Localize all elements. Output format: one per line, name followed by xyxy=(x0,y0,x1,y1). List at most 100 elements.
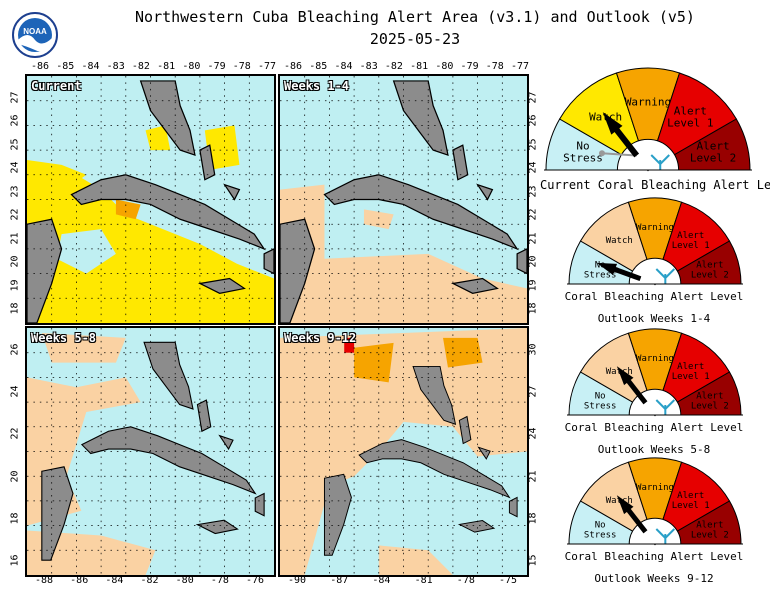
land-jamaica xyxy=(197,277,246,295)
gauge-label-alert1: Alert xyxy=(674,105,707,118)
panel-label: Current xyxy=(31,79,82,93)
land-bahamas xyxy=(196,399,234,451)
axis-tick-label: 15 xyxy=(527,554,539,567)
gauge-label-no_stress: No xyxy=(595,520,606,530)
land-jamaica xyxy=(195,519,239,535)
axis-tick-label: -77 xyxy=(511,61,530,72)
axis-tick-label: -82 xyxy=(131,61,150,72)
land-group xyxy=(27,80,274,323)
map-title: Northwestern Cuba Bleaching Alert Area (… xyxy=(135,8,695,26)
gauge-needle-head xyxy=(616,495,634,515)
gauge-label-alert2: Alert xyxy=(696,520,723,530)
alert-gauge-4: NoStressWatchWarningAlertLevel 1AlertLev… xyxy=(567,457,743,546)
gauge-label-alert2: Level 2 xyxy=(690,152,736,165)
gauge-label-alert2: Alert xyxy=(696,260,723,270)
axis-tick-label: -84 xyxy=(334,61,353,72)
coral-icon xyxy=(650,154,670,170)
axis-tick-label: -81 xyxy=(414,575,433,586)
map-panel-4: Weeks 9-12 xyxy=(278,326,529,577)
map-canvas xyxy=(27,76,274,323)
axis-tick-label: 19 xyxy=(9,279,21,292)
gauge-label-no_stress: Stress xyxy=(584,401,617,411)
axis-tick-label: 20 xyxy=(9,255,21,268)
axis-tick-label: -81 xyxy=(410,61,429,72)
axis-tick-label: 18 xyxy=(9,302,21,315)
land-yucatan xyxy=(323,473,352,556)
gauge-label-alert2: Alert xyxy=(696,140,729,153)
axis-tick-label: -86 xyxy=(31,61,50,72)
axis-tick-label: 26 xyxy=(9,114,21,127)
gauge-label-alert1: Level 1 xyxy=(667,117,713,130)
svg-text:NOAA: NOAA xyxy=(23,27,47,36)
axis-tick-label: 23 xyxy=(527,185,539,198)
land-florida xyxy=(143,341,194,410)
gauge-caption: Coral Bleaching Alert Level xyxy=(564,421,744,434)
axis-tick-label: 24 xyxy=(527,161,539,174)
land-group xyxy=(280,80,527,323)
gauge-label-no_stress: Stress xyxy=(563,152,603,165)
axis-tick-label: 24 xyxy=(527,427,539,440)
gauge-subcaption: Outlook Weeks 5-8 xyxy=(597,443,711,456)
watch-area xyxy=(204,125,240,170)
gauge-needle-head xyxy=(596,262,618,276)
axis-tick-label: -78 xyxy=(210,575,229,586)
land-yucatan xyxy=(41,466,74,561)
axis-tick-label: 21 xyxy=(527,470,539,483)
watch-outlook-area xyxy=(41,332,126,363)
gauge-label-warning: Warning xyxy=(636,483,674,493)
land-florida xyxy=(392,80,449,156)
gauge-segment-alert1 xyxy=(654,332,731,417)
panel-label: Weeks 9-12 xyxy=(284,331,357,345)
map-canvas xyxy=(280,328,527,575)
map-panel-3: Weeks 5-8 xyxy=(25,326,276,577)
land-group xyxy=(41,341,265,561)
axis-tick-label: -78 xyxy=(456,575,475,586)
gauge-label-alert1: Alert xyxy=(677,362,704,372)
axis-tick-label: -80 xyxy=(182,61,201,72)
axis-tick-label: -78 xyxy=(485,61,504,72)
axis-tick-label: -84 xyxy=(105,575,124,586)
gauge-segment-watch xyxy=(579,201,656,286)
gauge-label-alert1: Level 1 xyxy=(672,501,710,511)
axis-tick-label: 19 xyxy=(527,279,539,292)
gauge-label-alert2: Alert xyxy=(696,391,723,401)
map-canvas xyxy=(280,76,527,323)
gauge-caption: Current Coral Bleaching Alert Level xyxy=(540,178,770,192)
land-jamaica xyxy=(457,520,496,533)
axis-tick-label: 22 xyxy=(9,427,21,440)
watch-outlook-area xyxy=(363,209,394,230)
watch-outlook-area xyxy=(280,328,527,575)
warning-area xyxy=(443,337,483,368)
map-canvas xyxy=(27,328,274,575)
gauge-label-no_stress: Stress xyxy=(584,530,617,540)
gauge-segment-alert1 xyxy=(654,201,731,286)
land-cuba xyxy=(358,439,511,499)
alert-gauge-2: NoStressWatchWarningAlertLevel 1AlertLev… xyxy=(567,197,743,286)
axis-tick-label: -83 xyxy=(106,61,125,72)
axis-tick-label: -88 xyxy=(35,575,54,586)
axis-tick-label: -80 xyxy=(175,575,194,586)
axis-tick-label: 27 xyxy=(527,385,539,398)
coral-icon xyxy=(655,268,676,284)
axis-tick-label: 21 xyxy=(9,232,21,245)
axis-tick-label: -85 xyxy=(56,61,75,72)
axis-tick-label: -84 xyxy=(372,575,391,586)
gauge-caption: Coral Bleaching Alert Level xyxy=(564,290,744,303)
gauge-subcaption: Outlook Weeks 1-4 xyxy=(597,312,711,325)
axis-tick-label: -80 xyxy=(435,61,454,72)
map-panel-1: Current xyxy=(25,74,276,325)
gauge-subcaption: Outlook Weeks 9-12 xyxy=(594,572,714,585)
axis-tick-label: 27 xyxy=(527,91,539,104)
land-florida xyxy=(139,80,196,156)
axis-tick-label: 22 xyxy=(527,208,539,221)
axis-tick-label: -87 xyxy=(330,575,349,586)
land-hisp xyxy=(263,248,274,275)
axis-tick-label: 16 xyxy=(9,554,21,567)
axis-tick-label: -81 xyxy=(157,61,176,72)
map-date: 2025-05-23 xyxy=(369,30,461,48)
gauge-caption: Coral Bleaching Alert Level xyxy=(564,550,744,563)
land-hisp xyxy=(254,492,265,517)
gauge-label-no_stress: Stress xyxy=(584,270,617,280)
axis-tick-label: -82 xyxy=(140,575,159,586)
coral-icon xyxy=(655,399,676,415)
